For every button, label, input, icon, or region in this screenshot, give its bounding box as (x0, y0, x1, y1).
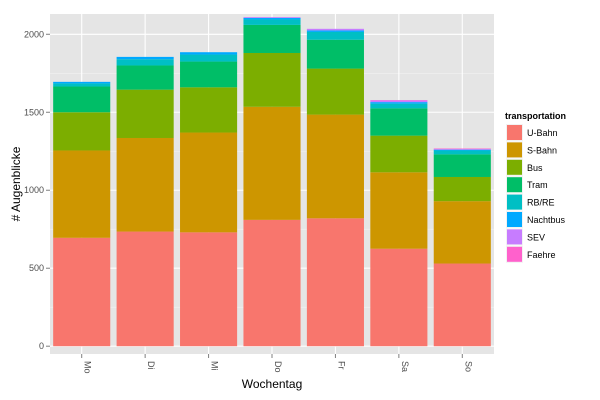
legend-label: Nachtbus (527, 215, 566, 225)
x-tick-label-do: Do (273, 361, 283, 373)
bar-segment-sev-sa (370, 101, 427, 103)
bar-segment-nachtbus-do (243, 18, 300, 20)
bar-segment-rb-re-sa (370, 104, 427, 109)
y-tick-label: 1500 (24, 107, 44, 117)
bar-segment-u-bahn-do (243, 220, 300, 346)
x-axis-ticks: Mo Di Mi Do Fr Sa So (82, 354, 474, 374)
bar-segment-sev-so (434, 149, 491, 150)
bar-segment-u-bahn-so (434, 264, 491, 347)
legend-swatch-faehre (507, 247, 522, 262)
bar-segment-rb-re-di (117, 59, 174, 65)
bar-segment-u-bahn-fr (307, 218, 364, 346)
bar-segment-bus-mi (180, 87, 237, 132)
legend-label: U-Bahn (527, 128, 558, 138)
bar-segment-bus-mo (53, 112, 110, 150)
bar-segment-sev-fr (307, 29, 364, 31)
y-axis-ticks: 0 500 1000 1500 2000 (24, 29, 50, 351)
bar-segment-bus-sa (370, 136, 427, 173)
x-tick-label-so: So (463, 361, 473, 372)
y-axis-title: # Augenblicke (9, 146, 23, 221)
legend-swatch-rb-re (507, 195, 522, 210)
bar-segment-s-bahn-mi (180, 133, 237, 233)
bar-segment-s-bahn-do (243, 107, 300, 220)
bar-segment-u-bahn-mo (53, 238, 110, 346)
bar-segment-nachtbus-di (117, 57, 174, 59)
bar-segment-nachtbus-sa (370, 102, 427, 104)
bar-segment-tram-mo (53, 87, 110, 113)
bar-segment-nachtbus-so (434, 150, 491, 151)
bar-segment-bus-so (434, 177, 491, 201)
bar-segment-s-bahn-mo (53, 150, 110, 237)
x-tick-label-di: Di (146, 361, 156, 370)
legend-title: transportation (505, 111, 566, 121)
legend-swatch-s-bahn (507, 142, 522, 157)
bar-segment-s-bahn-fr (307, 115, 364, 219)
y-tick-label: 2000 (24, 29, 44, 39)
bar-segment-rb-re-so (434, 150, 491, 154)
bar-segment-tram-do (243, 25, 300, 53)
bar-segment-rb-re-mo (53, 83, 110, 86)
bar-segment-s-bahn-so (434, 201, 491, 263)
x-tick-label-sa: Sa (400, 361, 410, 372)
legend: transportation U-Bahn S-Bahn Bus Tram RB/RE N… (505, 111, 566, 263)
bar-segment-tram-mi (180, 62, 237, 88)
legend-label: S-Bahn (527, 145, 557, 155)
x-tick-label-mi: Mi (210, 361, 220, 371)
bar-segment-rb-re-do (243, 19, 300, 24)
bar-segment-bus-do (243, 53, 300, 107)
x-axis-title: Wochentag (242, 377, 303, 391)
bar-segment-tram-so (434, 154, 491, 177)
x-tick-label-fr: Fr (336, 361, 346, 370)
bar-segment-rb-re-mi (180, 55, 237, 62)
y-tick-label: 1000 (24, 185, 44, 195)
legend-label: Faehre (527, 250, 556, 260)
bar-segment-rb-re-fr (307, 32, 364, 40)
bar-segment-bus-fr (307, 69, 364, 115)
bar-segment-u-bahn-mi (180, 232, 237, 346)
legend-swatch-tram (507, 177, 522, 192)
bar-segment-s-bahn-sa (370, 172, 427, 248)
bar-segment-sev-do (243, 17, 300, 18)
bar-segment-bus-di (117, 90, 174, 138)
legend-label: RB/RE (527, 198, 555, 208)
legend-swatch-u-bahn (507, 125, 522, 140)
bar-segment-s-bahn-di (117, 138, 174, 232)
bar-segment-u-bahn-di (117, 232, 174, 347)
legend-label: Tram (527, 180, 548, 190)
legend-swatch-bus (507, 160, 522, 175)
legend-items: U-Bahn S-Bahn Bus Tram RB/RE Nachtbus SEV Faehr… (506, 124, 566, 263)
bar-segment-nachtbus-mo (53, 82, 110, 84)
legend-label: SEV (527, 232, 545, 242)
bar-segment-tram-fr (307, 40, 364, 69)
bar-segment-tram-di (117, 65, 174, 89)
bar-segment-tram-sa (370, 108, 427, 135)
bar-segment-u-bahn-sa (370, 249, 427, 346)
y-tick-label: 500 (29, 263, 44, 273)
y-tick-label: 0 (39, 341, 44, 351)
bar-segment-nachtbus-mi (180, 52, 237, 54)
x-tick-label-mo: Mo (83, 361, 93, 374)
legend-label: Bus (527, 163, 543, 173)
bar-segment-nachtbus-fr (307, 30, 364, 32)
legend-swatch-nachtbus (507, 212, 522, 227)
legend-swatch-sev (507, 229, 522, 244)
